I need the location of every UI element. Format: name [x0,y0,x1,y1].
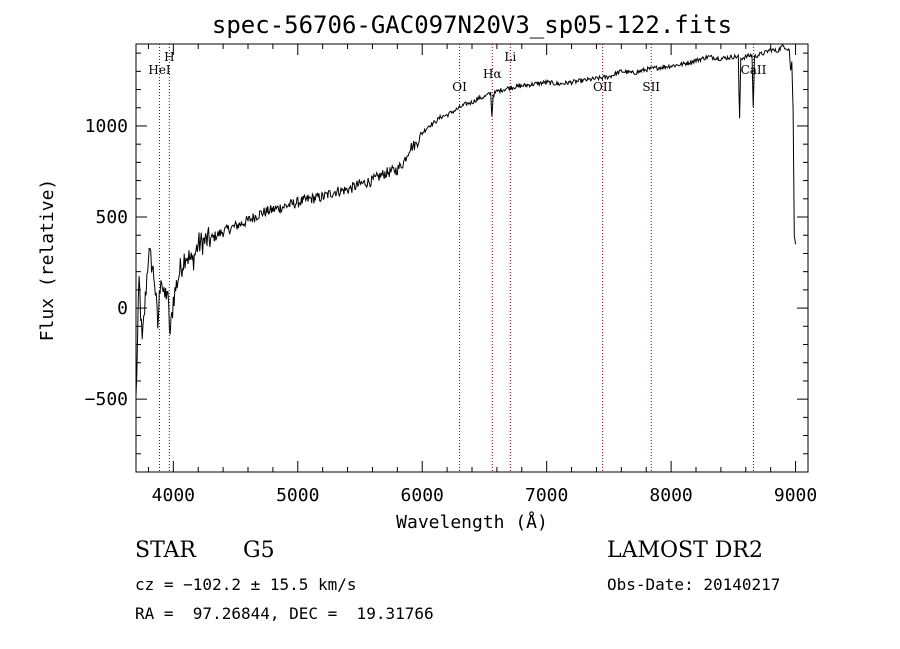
chart-title: spec-56706-GAC097N20V3_sp05-122.fits [212,11,732,39]
x-tick-label: 5000 [276,485,319,506]
major-ticks [136,44,808,472]
x-tick-label: 9000 [774,485,817,506]
redshift-velocity: cz = −102.2 ± 15.5 km/s [135,575,357,594]
spectrum-line [135,43,797,396]
tick-labels: 4000 5000 6000 7000 8000 9000 −500 0 500 1000 [85,116,818,506]
line-marker-label: CaII [741,63,767,77]
line-marker-label: Li [504,50,516,64]
coordinates: RA = 97.26844, DEC = 19.31766 [135,604,434,623]
x-tick-label: 6000 [401,485,444,506]
y-axis-label: Flux (relative) [37,179,58,342]
line-marker-label: H [164,50,174,64]
y-tick-label: 1000 [85,116,128,137]
minor-ticks [136,44,808,473]
x-axis-label: Wavelength (Å) [396,511,548,533]
object-class: STAR [135,538,196,563]
object-subclass: G5 [243,538,275,563]
x-tick-label: 8000 [649,485,692,506]
y-tick-label: 500 [95,207,128,228]
line-marker-label: SII [642,80,660,94]
line-marker-label: HeI [148,63,171,77]
y-tick-label: 0 [117,298,128,319]
line-marker-label: OI [452,80,467,94]
line-marker-label: OII [593,80,613,94]
line-marker-label: Hα [483,67,502,81]
plot-frame [135,43,809,473]
x-tick-label: 4000 [152,485,195,506]
observation-date: Obs-Date: 20140217 [607,575,781,594]
plot-border [135,43,809,473]
x-tick-label: 7000 [525,485,568,506]
y-tick-label: −500 [85,389,128,410]
survey-label: LAMOST DR2 [607,538,763,563]
